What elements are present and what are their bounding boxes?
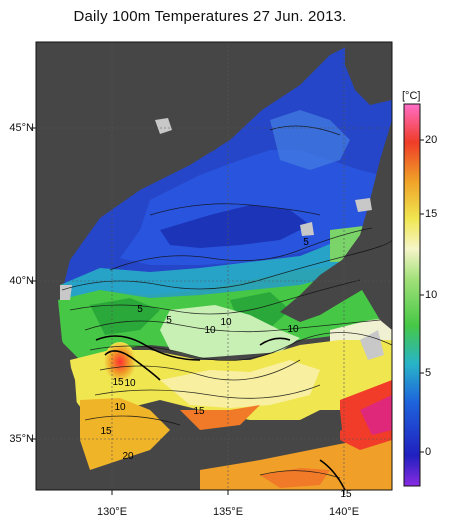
contour-label: 15 [112, 377, 124, 388]
contour-label: 5 [137, 304, 143, 315]
contour-label: 10 [124, 378, 136, 389]
lat-label-45: 45°N [9, 122, 34, 134]
map-frame [35, 41, 393, 491]
colorbar-tick-20: 20 [425, 134, 438, 146]
contour-label: 15 [100, 426, 112, 437]
contour-label: 10 [287, 324, 299, 335]
lon-label-130: 130°E [96, 506, 128, 518]
lat-label-35: 35°N [9, 433, 34, 445]
colorbar [403, 103, 421, 487]
lat-label-40: 40°N [9, 275, 34, 287]
graticule [36, 42, 392, 490]
contour-label: 10 [220, 317, 232, 328]
colorbar-tick-10: 10 [425, 289, 438, 301]
colorbar-tick-0: 0 [425, 446, 432, 458]
map-title: Daily 100m Temperatures 27 Jun. 2013. [73, 8, 347, 25]
contour-label: 5 [303, 237, 309, 248]
contour-lines [61, 125, 392, 479]
warm-eddy [104, 342, 136, 382]
colorbar-tick-5: 5 [425, 367, 432, 379]
japan-honshu-north [280, 120, 392, 330]
japan-southwest [120, 410, 342, 490]
contour-label-group: 5 5 5 10 10 10 15 10 10 15 15 20 15 [100, 237, 352, 500]
contour-label: 15 [340, 489, 352, 500]
lon-label-140: 140°E [328, 506, 360, 518]
contour-label: 5 [166, 315, 172, 326]
contour-label: 10 [204, 325, 216, 336]
mid-band [58, 250, 392, 360]
contour-label: 20 [122, 451, 134, 462]
colorbar-tick-15: 15 [425, 208, 438, 220]
contour-label: 10 [114, 402, 126, 413]
lon-label-135: 135°E [212, 506, 244, 518]
contour-label: 15 [193, 406, 205, 417]
colorbar-unit: [°C] [402, 90, 421, 102]
continent-land [36, 42, 338, 300]
